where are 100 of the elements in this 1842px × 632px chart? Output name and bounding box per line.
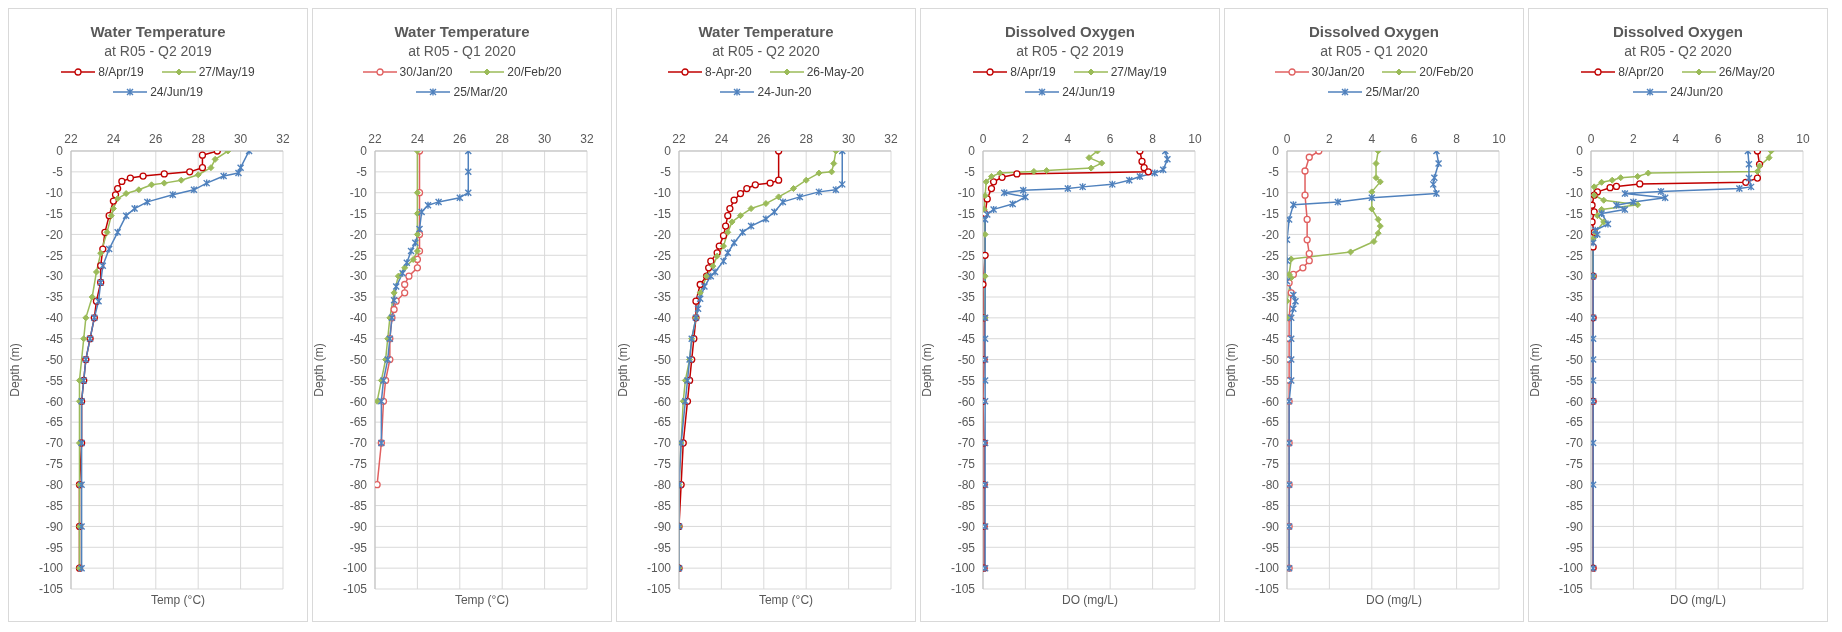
x-axis-title: DO (mg/L): [1061, 593, 1118, 607]
y-tick-label: -20: [957, 227, 976, 242]
x-axis-title: Temp (°C): [150, 593, 206, 607]
y-tick-label: -95: [1261, 540, 1280, 555]
y-tick-label: -65: [653, 415, 672, 430]
y-tick-label: -95: [653, 540, 672, 555]
y-tick-label: -100: [950, 561, 976, 576]
y-tick-label: -95: [957, 540, 976, 555]
legend-label: 26/May/20: [1718, 65, 1775, 79]
y-tick-label: -30: [349, 269, 368, 284]
x-axis-title: Temp (°C): [454, 593, 510, 607]
y-tick-label: -25: [653, 248, 672, 263]
y-tick-label: -60: [653, 394, 672, 409]
y-tick-label: 0: [968, 144, 976, 159]
y-tick-label: -40: [349, 311, 368, 326]
y-tick-label: -100: [646, 561, 672, 576]
y-tick-label: -65: [349, 415, 368, 430]
x-tick-label: 22: [368, 132, 382, 146]
x-tick-label: 2: [1630, 132, 1638, 146]
x-tick-label: 26: [149, 132, 163, 146]
y-tick-label: -70: [349, 436, 368, 451]
x-tick-label: 6: [1410, 132, 1418, 146]
legend-label: 27/May/19: [1110, 65, 1167, 79]
legend-label: 30/Jan/20: [399, 65, 453, 79]
x-tick-label: 6: [1106, 132, 1114, 146]
y-tick-label: -10: [349, 185, 368, 200]
y-tick-label: -50: [45, 352, 64, 367]
y-tick-label: -90: [1565, 519, 1584, 534]
y-tick-label: 0: [56, 144, 64, 159]
legend-label: 24/Jun/20: [1670, 85, 1723, 99]
y-tick-label: -50: [957, 352, 976, 367]
y-tick-label: -80: [349, 477, 368, 492]
y-tick-label: -45: [1261, 331, 1280, 346]
chart-subtitle: at R05 - Q2 2019: [1015, 43, 1125, 59]
x-axis-title: DO (mg/L): [1365, 593, 1422, 607]
y-tick-label: -70: [1565, 436, 1584, 451]
y-tick-label: -40: [653, 311, 672, 326]
x-tick-label: 30: [537, 132, 552, 146]
y-tick-label: -30: [1565, 269, 1584, 284]
y-tick-label: -55: [957, 373, 976, 388]
x-tick-label: 30: [841, 132, 856, 146]
x-tick-label: 24: [410, 132, 425, 146]
x-tick-label: 4: [1672, 132, 1680, 146]
y-tick-label: -65: [1261, 415, 1280, 430]
y-tick-label: -5: [52, 165, 64, 180]
y-tick-label: -90: [957, 519, 976, 534]
y-tick-label: -15: [957, 206, 976, 221]
y-tick-label: -105: [38, 582, 64, 597]
y-tick-label: -85: [1565, 498, 1584, 513]
y-tick-label: -70: [653, 436, 672, 451]
x-tick-label: 8: [1757, 132, 1765, 146]
y-tick-label: -100: [1254, 561, 1280, 576]
y-tick-label: -90: [45, 519, 64, 534]
x-tick-label: 8: [1149, 132, 1157, 146]
x-tick-label: 22: [672, 132, 686, 146]
y-tick-label: -40: [45, 311, 64, 326]
y-tick-label: -20: [653, 227, 672, 242]
legend-label: 25/Mar/20: [1365, 85, 1420, 99]
x-tick-label: 24: [714, 132, 729, 146]
y-tick-label: -60: [1565, 394, 1584, 409]
y-tick-label: -30: [1261, 269, 1280, 284]
x-tick-label: 8: [1453, 132, 1461, 146]
x-tick-label: 28: [799, 132, 814, 146]
y-tick-label: -105: [950, 582, 976, 597]
chart-subtitle: at R05 - Q1 2020: [1319, 43, 1429, 59]
y-tick-label: -45: [349, 331, 368, 346]
legend-label: 8-Apr-20: [704, 65, 752, 79]
y-tick-label: -75: [653, 457, 672, 472]
legend-label: 30/Jan/20: [1311, 65, 1365, 79]
y-tick-label: -85: [349, 498, 368, 513]
y-tick-label: -35: [349, 290, 368, 305]
y-tick-label: -50: [1565, 352, 1584, 367]
x-axis-title: Temp (°C): [758, 593, 814, 607]
x-tick-label: 32: [580, 132, 594, 146]
x-tick-label: 10: [1796, 132, 1810, 146]
y-tick-label: -45: [957, 331, 976, 346]
y-tick-label: -60: [1261, 394, 1280, 409]
y-tick-label: -80: [1565, 477, 1584, 492]
y-tick-label: -80: [653, 477, 672, 492]
y-tick-label: -25: [349, 248, 368, 263]
y-tick-label: -35: [1565, 290, 1584, 305]
y-tick-label: -90: [1261, 519, 1280, 534]
legend-label: 8/Apr/20: [1618, 65, 1664, 79]
x-tick-label: 6: [1714, 132, 1722, 146]
y-tick-label: -10: [45, 185, 64, 200]
y-tick-label: -45: [1565, 331, 1584, 346]
y-tick-label: -5: [660, 165, 672, 180]
y-tick-label: -105: [646, 582, 672, 597]
chart-subtitle: at R05 - Q1 2020: [407, 43, 517, 59]
y-tick-label: -70: [1261, 436, 1280, 451]
x-tick-label: 10: [1492, 132, 1506, 146]
y-tick-label: -15: [1565, 206, 1584, 221]
y-tick-label: -30: [957, 269, 976, 284]
y-tick-label: -25: [957, 248, 976, 263]
y-axis-title: Depth (m): [1528, 343, 1543, 397]
y-tick-label: -55: [1565, 373, 1584, 388]
y-tick-label: -65: [957, 415, 976, 430]
legend-label: 24-Jun-20: [757, 85, 812, 99]
y-tick-label: 0: [360, 144, 368, 159]
y-tick-label: -60: [45, 394, 64, 409]
